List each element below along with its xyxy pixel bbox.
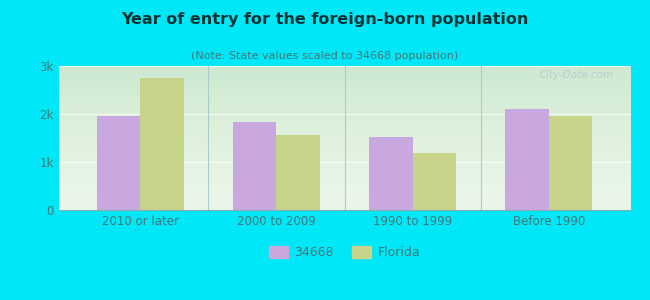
Bar [549, 116, 592, 210]
Bar [505, 109, 549, 210]
Bar [276, 135, 320, 210]
Text: City-Data.com: City-Data.com [540, 70, 614, 80]
Bar [97, 116, 140, 210]
Bar [233, 122, 276, 210]
Bar [140, 79, 184, 210]
Text: (Note: State values scaled to 34668 population): (Note: State values scaled to 34668 popu… [191, 51, 459, 61]
Legend: 34668, Florida: 34668, Florida [264, 241, 425, 264]
Text: Year of entry for the foreign-born population: Year of entry for the foreign-born popul… [122, 12, 528, 27]
Bar [413, 153, 456, 210]
Bar [369, 136, 413, 210]
